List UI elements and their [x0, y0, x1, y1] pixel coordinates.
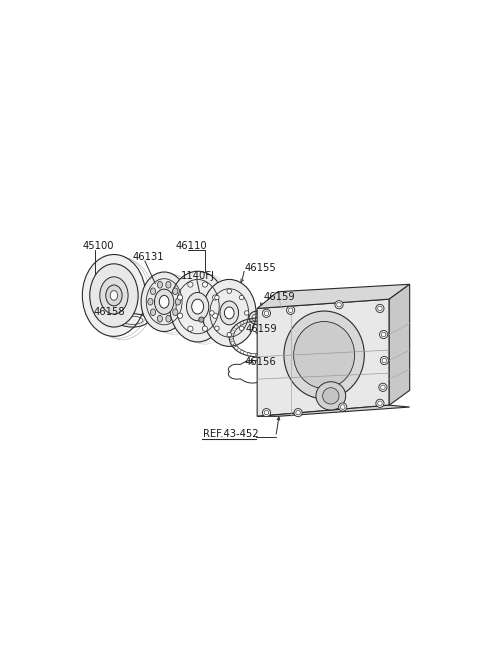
Ellipse shape — [173, 288, 178, 295]
Polygon shape — [389, 284, 410, 405]
Ellipse shape — [83, 255, 145, 337]
Circle shape — [337, 303, 341, 307]
Ellipse shape — [220, 301, 239, 325]
Circle shape — [338, 403, 347, 411]
Ellipse shape — [186, 293, 209, 321]
Circle shape — [263, 409, 271, 417]
Circle shape — [376, 400, 384, 407]
Text: REF.43-452: REF.43-452 — [203, 429, 259, 439]
Text: 46110: 46110 — [175, 241, 207, 251]
Ellipse shape — [225, 307, 234, 319]
Ellipse shape — [192, 299, 204, 314]
Polygon shape — [257, 284, 410, 309]
Circle shape — [376, 305, 384, 312]
Circle shape — [323, 388, 339, 404]
Circle shape — [227, 333, 231, 337]
Circle shape — [199, 317, 204, 322]
Ellipse shape — [150, 288, 156, 295]
Ellipse shape — [166, 282, 171, 288]
Circle shape — [178, 313, 183, 318]
Circle shape — [287, 307, 295, 314]
Circle shape — [264, 311, 269, 316]
Text: 45100: 45100 — [83, 241, 114, 251]
Polygon shape — [257, 299, 389, 417]
Circle shape — [202, 282, 207, 287]
Ellipse shape — [110, 291, 118, 300]
Circle shape — [381, 385, 385, 390]
Ellipse shape — [106, 285, 122, 306]
Ellipse shape — [316, 382, 346, 410]
Text: 46131: 46131 — [132, 252, 164, 262]
Circle shape — [188, 326, 193, 331]
Circle shape — [380, 330, 388, 339]
Circle shape — [240, 295, 244, 300]
Ellipse shape — [157, 316, 163, 322]
Circle shape — [263, 309, 271, 318]
Ellipse shape — [175, 299, 180, 305]
Ellipse shape — [294, 322, 355, 388]
Ellipse shape — [155, 289, 174, 314]
Circle shape — [178, 295, 183, 300]
Circle shape — [379, 383, 387, 392]
Circle shape — [244, 310, 249, 315]
Circle shape — [210, 310, 214, 315]
Circle shape — [382, 358, 386, 363]
Circle shape — [215, 295, 219, 300]
Ellipse shape — [203, 280, 256, 346]
Text: 46156: 46156 — [244, 357, 276, 367]
Ellipse shape — [141, 272, 187, 331]
Circle shape — [188, 282, 193, 287]
Circle shape — [378, 401, 382, 405]
Circle shape — [264, 411, 269, 415]
Circle shape — [227, 289, 231, 293]
Circle shape — [213, 313, 218, 318]
Polygon shape — [257, 405, 410, 417]
Ellipse shape — [166, 316, 171, 322]
Text: 46155: 46155 — [244, 263, 276, 272]
Circle shape — [335, 301, 343, 309]
Circle shape — [296, 411, 300, 415]
Ellipse shape — [170, 271, 226, 342]
Circle shape — [382, 332, 386, 337]
Circle shape — [378, 307, 382, 310]
Circle shape — [294, 409, 302, 417]
Circle shape — [340, 405, 345, 409]
Text: 46159: 46159 — [246, 324, 278, 333]
Ellipse shape — [100, 277, 128, 314]
Ellipse shape — [159, 295, 169, 308]
Circle shape — [213, 295, 218, 300]
Ellipse shape — [284, 311, 364, 399]
Ellipse shape — [157, 282, 163, 288]
Circle shape — [215, 326, 219, 331]
Text: 46159: 46159 — [263, 292, 295, 302]
Ellipse shape — [90, 264, 138, 327]
Text: 46158: 46158 — [94, 307, 125, 317]
Ellipse shape — [148, 299, 153, 305]
Circle shape — [240, 326, 244, 331]
Circle shape — [202, 326, 207, 331]
Ellipse shape — [150, 309, 156, 316]
Circle shape — [288, 308, 293, 312]
Text: 1140FJ: 1140FJ — [181, 271, 215, 282]
Circle shape — [380, 356, 388, 365]
Ellipse shape — [173, 309, 178, 316]
